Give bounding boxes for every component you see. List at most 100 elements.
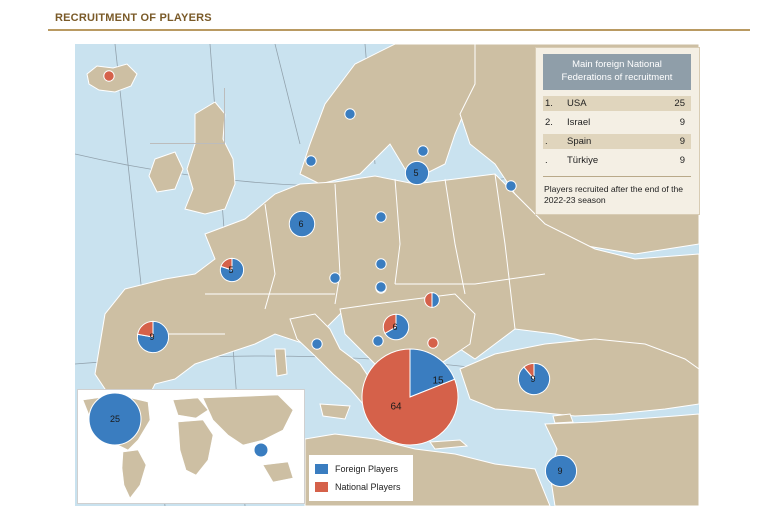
foreign-slice: [288, 210, 316, 238]
panel-divider: [543, 176, 691, 177]
foreign-slice: [88, 392, 142, 446]
national-slice: [382, 313, 397, 335]
marker-value-label: 9: [149, 332, 154, 342]
federation-row: . Türkiye 9: [543, 153, 691, 168]
marker-spain: 9: [136, 320, 170, 354]
foreign-slice: [344, 108, 356, 120]
national-slice: [427, 337, 439, 349]
marker-value-label: 6: [298, 219, 303, 229]
internal-borders: [155, 173, 546, 335]
marker-lithuania: 5: [404, 160, 430, 186]
heading-line-2: Federations of recruitment: [561, 72, 673, 83]
marker-value-label: 6: [392, 322, 397, 332]
federation-country: Spain: [567, 136, 592, 147]
cyprus-land: [552, 413, 574, 424]
title-divider: [48, 29, 750, 31]
federation-country: USA: [567, 98, 587, 109]
federation-count: 9: [679, 117, 685, 128]
foreign-slice: [375, 258, 387, 270]
marker-israel: 9: [544, 454, 578, 488]
marker-value-label: 9: [530, 374, 535, 384]
national-slice: [220, 257, 233, 271]
foreign-slice: [384, 313, 410, 341]
marker-usa: 25: [88, 392, 142, 446]
federation-count: 25: [674, 98, 685, 109]
marker-value-label: 9: [557, 466, 562, 476]
foreign-slice: [305, 155, 317, 167]
marker-serbia: [375, 281, 387, 293]
federations-panel: Main foreign National Federations of rec…: [535, 47, 700, 215]
legend-swatch-national: [315, 482, 328, 492]
marker-asia: [253, 442, 269, 458]
marker-denmark: [305, 155, 317, 167]
panel-note: Players recruited after the end of the 2…: [544, 184, 684, 205]
federation-rank: .: [545, 155, 548, 166]
foreign-slice: [404, 160, 430, 186]
marker-value-label: 25: [110, 414, 120, 424]
marker-latvia: [417, 145, 429, 157]
legend-label-national: National Players: [335, 482, 401, 492]
federation-rank: 2.: [545, 117, 553, 128]
foreign-slice: [253, 442, 269, 458]
marker-bulgaria: [427, 337, 439, 349]
marker-norway-sweden: [344, 108, 356, 120]
marker-value-label: 5: [228, 265, 233, 275]
national-slice: [424, 292, 433, 308]
marker-france: 5: [219, 257, 245, 283]
legend: Foreign Players National Players: [309, 455, 413, 501]
foreign-slice: [311, 338, 323, 350]
federation-row: 2. Israel 9: [543, 115, 691, 130]
page-title: RECRUITMENT OF PLAYERS: [55, 12, 212, 24]
scandinavia-land: [299, 44, 506, 185]
legend-label-foreign: Foreign Players: [335, 464, 399, 474]
national-slice: [523, 362, 535, 381]
marker-value-label: 15: [432, 376, 444, 387]
marker-montenegro: 6: [382, 313, 410, 341]
world-landmasses: [82, 394, 294, 499]
heading-line-1: Main foreign National: [572, 59, 662, 70]
federations-panel-heading: Main foreign National Federations of rec…: [543, 54, 691, 90]
foreign-slice: [544, 454, 578, 488]
federation-rank: .: [545, 136, 548, 147]
inset-markers: 25: [88, 392, 269, 458]
federation-country: Türkiye: [567, 155, 599, 166]
foreign-slice: [431, 292, 440, 308]
marker-albania: [372, 335, 384, 347]
federation-count: 9: [679, 136, 685, 147]
marker-italy: [311, 338, 323, 350]
sardinia-land: [274, 348, 288, 377]
ireland-land: [148, 151, 184, 193]
legend-swatch-foreign: [315, 464, 328, 474]
foreign-slice: [409, 348, 456, 398]
marker-russia: [505, 180, 517, 192]
foreign-slice: [136, 320, 170, 354]
federation-rank: 1.: [545, 98, 553, 109]
foreign-slice: [329, 272, 341, 284]
iceland-inset-frame: [150, 88, 225, 144]
turkiye-land: [459, 338, 699, 417]
marker-switzerland: [329, 272, 341, 284]
britain-land: [184, 101, 236, 215]
marker-germany: 6: [288, 210, 316, 238]
foreign-slice: [375, 281, 387, 293]
marker-value-label: 5: [413, 168, 418, 178]
federation-row: 1. USA 25: [543, 96, 691, 111]
foreign-slice: [505, 180, 517, 192]
world-inset-map: 25: [77, 389, 305, 504]
marker-czechia: [375, 258, 387, 270]
world-inset-canvas: 25: [82, 392, 294, 499]
marker-poland: [375, 211, 387, 223]
marker-iceland: [103, 70, 115, 82]
marker-value-label: 64: [390, 402, 402, 413]
federation-country: Israel: [567, 117, 591, 128]
sicily-land: [319, 403, 351, 420]
federation-row: . Spain 9: [543, 134, 691, 149]
foreign-slice: [375, 211, 387, 223]
marker-turkiye: 9: [517, 362, 551, 396]
national-slice: [137, 320, 154, 338]
foreign-slice: [372, 335, 384, 347]
crete-land: [429, 439, 469, 450]
